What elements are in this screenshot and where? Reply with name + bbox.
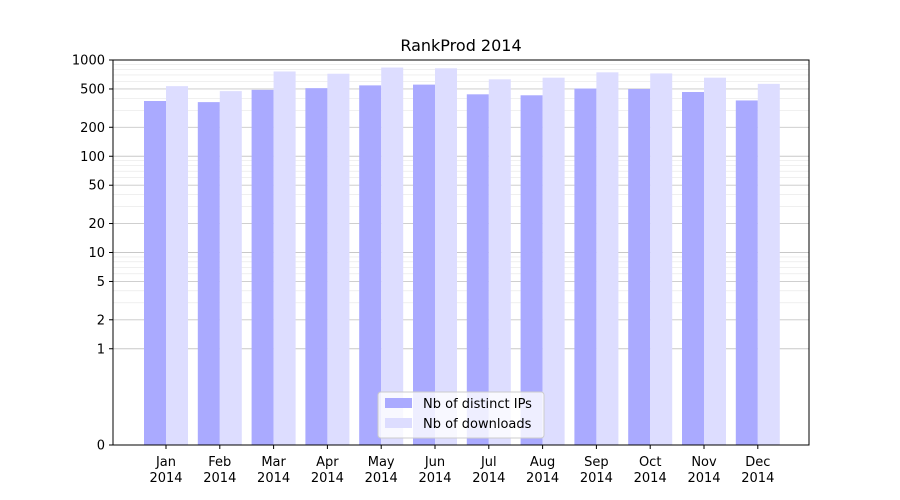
y-tick-label: 5: [97, 275, 105, 290]
x-tick-label: Oct 2014: [634, 455, 667, 486]
bar-distinct-ips: [197, 102, 220, 446]
bars-layer: [144, 67, 780, 446]
legend: Nb of distinct IPs Nb of downloads: [377, 391, 545, 439]
bar-distinct-ips: [305, 88, 328, 446]
bar-downloads: [166, 86, 188, 446]
bar-downloads: [704, 77, 726, 446]
x-tick-label: Mar 2014: [257, 455, 290, 486]
x-tick-label: Dec 2014: [741, 455, 774, 486]
bar-distinct-ips: [628, 88, 651, 446]
bar-downloads: [650, 73, 673, 445]
legend-label: Nb of downloads: [423, 417, 532, 432]
bar-distinct-ips: [413, 84, 435, 445]
y-tick-label: 500: [80, 82, 105, 97]
legend-label: Nb of distinct IPs: [423, 397, 532, 412]
bar-distinct-ips: [466, 94, 489, 445]
bar-distinct-ips: [682, 92, 704, 445]
x-tick-label: Jul 2014: [472, 455, 505, 486]
x-tick-label: Aug 2014: [526, 455, 559, 486]
legend-box: [377, 391, 545, 439]
legend-swatch: [385, 418, 412, 428]
y-tick-label: 0: [97, 439, 105, 454]
y-tick-label: 10: [88, 246, 105, 261]
x-tick-label: May 2014: [365, 455, 398, 486]
y-tick-label: 1: [97, 342, 105, 357]
bar-distinct-ips: [574, 88, 597, 446]
x-tick-label: Sep 2014: [580, 455, 613, 486]
x-tick-label: Jan 2014: [149, 455, 182, 486]
chart-title: RankProd 2014: [400, 36, 521, 55]
y-tick-label: 1000: [72, 54, 105, 69]
bar-distinct-ips: [251, 89, 274, 445]
bar-downloads: [435, 68, 457, 446]
bar-downloads: [219, 91, 242, 446]
x-tick-label: Feb 2014: [203, 455, 236, 486]
legend-swatch: [385, 398, 412, 408]
x-tick-label: Jun 2014: [418, 455, 451, 486]
bar-distinct-ips: [144, 100, 166, 446]
bar-distinct-ips: [520, 95, 543, 446]
bar-downloads: [596, 72, 619, 445]
y-tick-label: 100: [80, 150, 105, 165]
bar-downloads: [542, 77, 565, 446]
y-tick-label: 200: [80, 121, 105, 136]
bar-distinct-ips: [359, 85, 382, 446]
bar-downloads: [381, 67, 404, 446]
y-tick-label: 50: [88, 179, 105, 194]
x-axis: Jan 2014 Feb 2014 Mar 2014 Apr 2014 May 2014 Jun 20…: [149, 445, 774, 486]
y-tick-label: 2: [97, 313, 105, 328]
bar-downloads: [273, 71, 296, 446]
x-tick-label: Nov 2014: [687, 455, 720, 486]
y-tick-label: 20: [88, 217, 105, 232]
bar-downloads: [488, 79, 511, 445]
bar-downloads: [327, 73, 350, 445]
x-tick-label: Apr 2014: [311, 455, 344, 486]
bar-downloads: [757, 83, 780, 446]
bar-distinct-ips: [735, 100, 758, 445]
y-axis: 0 1 2 5 10 20 50 100 200 500 1000: [72, 54, 113, 454]
